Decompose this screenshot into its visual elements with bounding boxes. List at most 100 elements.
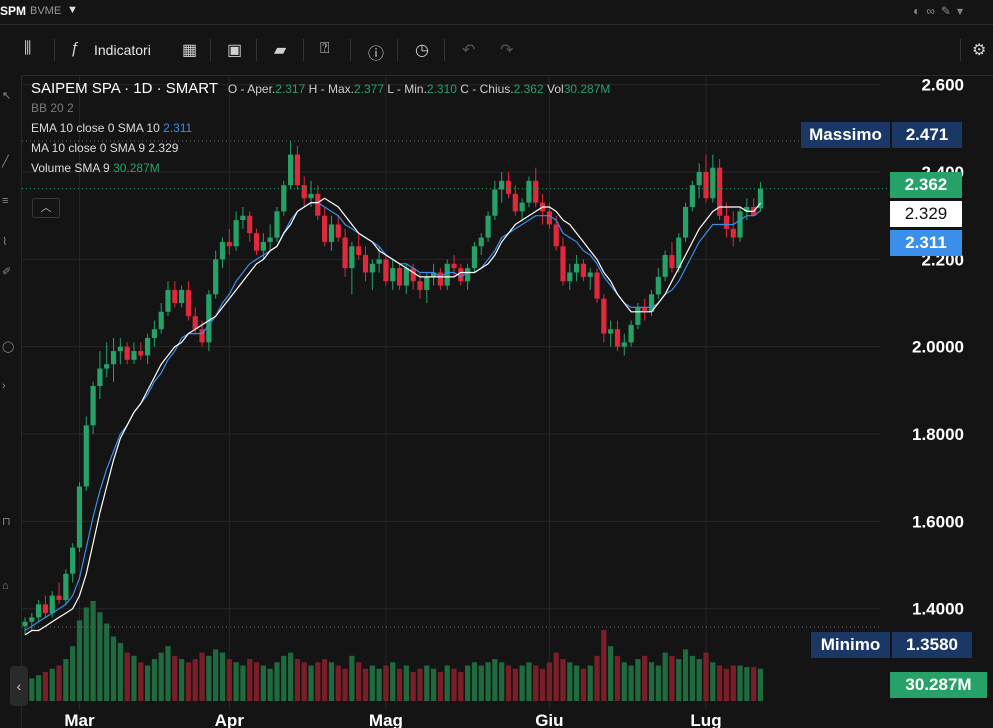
- cursor-icon[interactable]: ↖: [2, 90, 12, 102]
- undo-icon[interactable]: ↶: [462, 42, 476, 59]
- candle: [662, 255, 668, 277]
- eye-icon[interactable]: ⌂: [2, 580, 9, 592]
- candle: [124, 346, 130, 360]
- candles-icon[interactable]: ⫼: [24, 40, 32, 57]
- settings-icon[interactable]: ⚙: [972, 42, 987, 59]
- link-icon[interactable]: ∞: [926, 4, 941, 18]
- volume-bar: [526, 662, 532, 701]
- symbol-label[interactable]: SPM: [0, 4, 27, 18]
- grid-icon[interactable]: ▦: [182, 42, 198, 59]
- scroll-left-button[interactable]: ‹: [10, 666, 28, 706]
- measure-icon[interactable]: ◯: [2, 341, 15, 353]
- candle: [682, 206, 689, 238]
- caret-down-icon[interactable]: ▼: [67, 4, 78, 16]
- volume-bar: [580, 668, 587, 701]
- help-icon[interactable]: ⍰: [320, 40, 330, 57]
- volume-bar: [369, 665, 375, 701]
- candle: [689, 185, 695, 207]
- user-icon[interactable]: ◐: [913, 4, 927, 18]
- symbol-bar: SPM BVME ▼ ◐∞✎▾: [0, 0, 993, 24]
- candle: [294, 154, 300, 186]
- pin-icon[interactable]: ✎: [940, 4, 957, 18]
- info-icon[interactable]: ⓘ: [368, 46, 385, 63]
- volume-bar: [621, 662, 627, 701]
- volume-bar: [328, 662, 335, 701]
- volume-bar: [76, 620, 83, 701]
- ma-indicator-row[interactable]: MA 10 close 0 SMA 9 2.329: [31, 141, 610, 155]
- candle: [253, 233, 260, 251]
- candle: [281, 185, 287, 212]
- volume-bar: [213, 649, 219, 701]
- drawing-toolbar: ↖ ╱ ≡ ⌇ ✐ ◯ › ⊓ ⌂: [0, 75, 22, 728]
- candle: [676, 237, 682, 269]
- candle: [703, 172, 709, 199]
- candle: [97, 368, 103, 387]
- candle: [757, 188, 764, 209]
- pattern-icon[interactable]: ⌇: [2, 236, 8, 248]
- caret-down-icon[interactable]: ▾: [956, 4, 969, 18]
- volume-bar: [744, 667, 750, 701]
- y-axis-label: 2.600: [921, 76, 964, 95]
- volume-bar: [539, 668, 546, 701]
- bb-indicator-label[interactable]: BB 20 2: [31, 101, 74, 115]
- candle: [138, 351, 144, 356]
- redo-icon[interactable]: ↷: [500, 42, 514, 59]
- x-axis-label: Lug: [690, 711, 721, 728]
- candle: [328, 224, 335, 242]
- volume-bar: [90, 601, 96, 701]
- candle: [717, 167, 723, 216]
- volume-bar: [253, 662, 260, 701]
- trendline-icon[interactable]: ╱: [2, 156, 9, 168]
- toolbar-divider: [960, 39, 961, 61]
- candle: [744, 206, 750, 212]
- volume-tag: 30.287M: [890, 672, 987, 698]
- volume-bar: [315, 662, 321, 701]
- indicators-button[interactable]: Indicatori: [94, 42, 151, 58]
- volume-bar: [689, 655, 695, 701]
- toolbar-divider: [444, 39, 445, 61]
- volume-bar: [349, 655, 355, 701]
- folder-icon[interactable]: ▰: [274, 42, 287, 59]
- candle: [349, 246, 355, 269]
- save-icon[interactable]: ▣: [227, 42, 243, 59]
- volume-bar: [260, 665, 266, 701]
- instrument-name[interactable]: SAIPEM SPA · 1D · SMART: [31, 80, 218, 97]
- candle: [322, 215, 328, 242]
- zoom-icon[interactable]: ›: [2, 380, 6, 392]
- volume-sma-row[interactable]: Volume SMA 9 30.287M: [31, 161, 610, 175]
- volume-bar: [219, 652, 226, 701]
- fx-icon[interactable]: ƒ: [70, 40, 79, 57]
- ema-indicator-row[interactable]: EMA 10 close 0 SMA 10 2.311: [31, 121, 610, 135]
- volume-bar: [512, 668, 518, 701]
- candle: [151, 329, 157, 338]
- candle: [376, 259, 382, 264]
- fib-icon[interactable]: ≡: [2, 195, 9, 207]
- lock-icon[interactable]: ⊓: [2, 516, 11, 528]
- volume-bar: [451, 668, 457, 701]
- volume-bar: [519, 665, 525, 701]
- chevron-up-icon[interactable]: ︿: [32, 198, 60, 218]
- volume-bar: [49, 668, 55, 701]
- volume-bar: [274, 662, 280, 701]
- shape-icon[interactable]: ✐: [2, 266, 12, 278]
- open-value: 2.317: [275, 82, 306, 96]
- candle: [76, 486, 83, 548]
- volume-bar: [471, 662, 478, 701]
- volume-bar: [267, 668, 273, 701]
- volume-label: Vol: [547, 82, 564, 96]
- toolbar-divider: [256, 39, 257, 61]
- candle: [390, 268, 396, 282]
- x-axis-label: Mar: [64, 711, 95, 728]
- volume-bar: [410, 671, 416, 701]
- candle: [63, 573, 69, 600]
- candle: [642, 307, 648, 312]
- candle: [451, 263, 457, 269]
- candle: [362, 255, 369, 273]
- candle: [56, 595, 62, 600]
- candle: [546, 211, 552, 225]
- volume-bar: [723, 668, 730, 701]
- exchange-label[interactable]: BVME: [30, 5, 62, 17]
- volume-bar: [138, 662, 144, 701]
- clock-icon[interactable]: ◷: [415, 42, 429, 59]
